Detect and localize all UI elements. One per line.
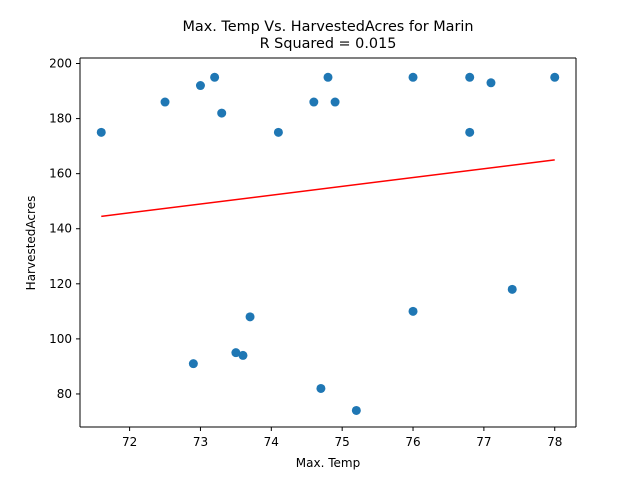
- data-point: [273, 127, 283, 137]
- data-point: [408, 306, 418, 316]
- y-tick-label: 100: [49, 332, 72, 346]
- data-point: [217, 108, 227, 118]
- y-axis-label: HarvestedAcres: [24, 196, 38, 291]
- data-point: [408, 72, 418, 82]
- data-point: [96, 127, 106, 137]
- plot-area: [80, 58, 576, 427]
- y-tick-label: 160: [49, 167, 72, 181]
- x-tick-label: 77: [476, 435, 491, 449]
- y-tick-label: 80: [57, 387, 72, 401]
- y-tick-label: 140: [49, 222, 72, 236]
- data-point: [210, 72, 220, 82]
- data-point: [245, 312, 255, 322]
- data-point: [238, 350, 248, 360]
- data-point: [351, 405, 361, 415]
- x-tick-label: 73: [193, 435, 208, 449]
- data-point: [465, 127, 475, 137]
- data-point: [465, 72, 475, 82]
- x-ticks-layer: 72 73 74 75 76 77 78: [122, 427, 562, 449]
- y-ticks-layer: 80 100 120 140 160 180 200: [49, 57, 80, 401]
- x-tick-label: 75: [335, 435, 350, 449]
- y-tick-label: 120: [49, 277, 72, 291]
- data-point: [550, 72, 560, 82]
- x-axis-label: Max. Temp: [296, 456, 360, 470]
- data-point: [188, 359, 198, 369]
- data-point: [507, 284, 517, 294]
- x-tick-label: 74: [264, 435, 279, 449]
- y-tick-label: 200: [49, 57, 72, 71]
- chart-subtitle: R Squared = 0.015: [260, 36, 397, 52]
- data-point: [330, 97, 340, 107]
- data-point: [195, 81, 205, 91]
- data-point: [231, 348, 241, 358]
- regression-line: [101, 159, 555, 218]
- data-point: [316, 383, 326, 393]
- data-point: [486, 78, 496, 88]
- chart-title: Max. Temp Vs. HarvestedAcres for Marin: [182, 19, 473, 35]
- data-point: [309, 97, 319, 107]
- x-tick-label: 76: [405, 435, 420, 449]
- data-point: [160, 97, 170, 107]
- x-tick-label: 78: [547, 435, 562, 449]
- data-point: [323, 72, 333, 82]
- y-tick-label: 180: [49, 112, 72, 126]
- regression-layer: [101, 159, 555, 218]
- points-layer: [96, 72, 560, 415]
- x-tick-label: 72: [122, 435, 137, 449]
